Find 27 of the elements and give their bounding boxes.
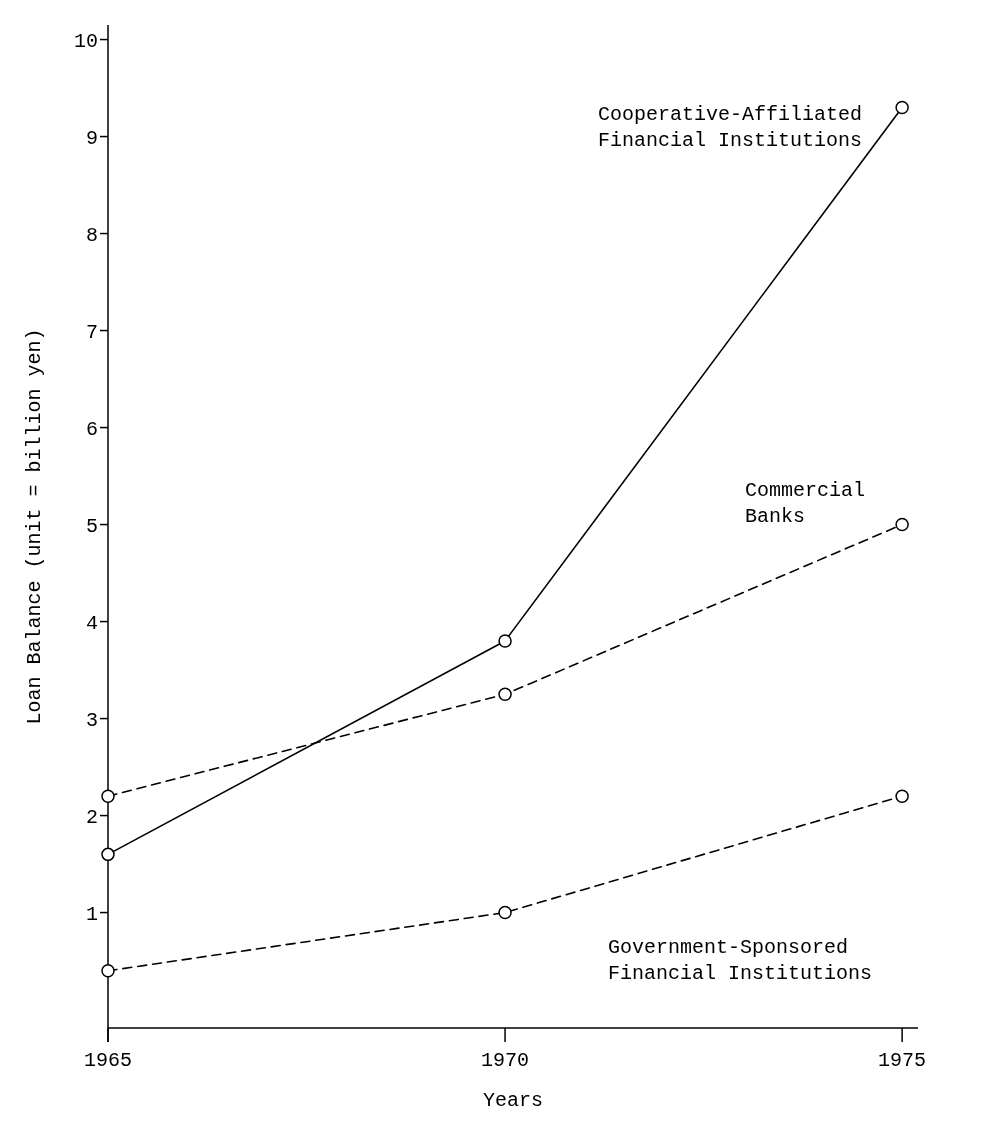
x-tick-label: 1975	[878, 1049, 927, 1072]
y-tick-label: 4	[85, 611, 98, 635]
y-tick-label: 1	[85, 902, 98, 926]
x-axis-title: Years	[482, 1089, 544, 1112]
point	[895, 789, 909, 803]
x-tick-label: 1970	[481, 1049, 530, 1072]
point	[895, 100, 909, 115]
point	[498, 905, 512, 920]
y-tick-label: 6	[85, 417, 98, 441]
y-tick-label: 10	[73, 29, 98, 53]
y-tick-label: 7	[85, 320, 98, 344]
text: Government-Sponsored Financial Institutions	[608, 936, 873, 985]
y-tick-label: 9	[85, 126, 98, 150]
series-label: Commercial Banks	[745, 479, 866, 528]
point	[101, 847, 115, 862]
point	[895, 517, 909, 532]
point	[498, 687, 512, 702]
y-tick-label: 5	[85, 514, 98, 538]
y-tick-label: 8	[85, 223, 98, 247]
point	[498, 634, 512, 648]
y-tick-label: 2	[85, 805, 98, 829]
y-axis-title: Loan Balance (unit = billion yen)	[23, 328, 46, 725]
point	[101, 964, 115, 978]
point	[101, 789, 115, 803]
x-tick-label: 1965	[83, 1049, 133, 1072]
series-label: Cooperative-Affiliated Financial Institutions	[598, 103, 863, 152]
y-tick-label: 3	[85, 708, 98, 732]
